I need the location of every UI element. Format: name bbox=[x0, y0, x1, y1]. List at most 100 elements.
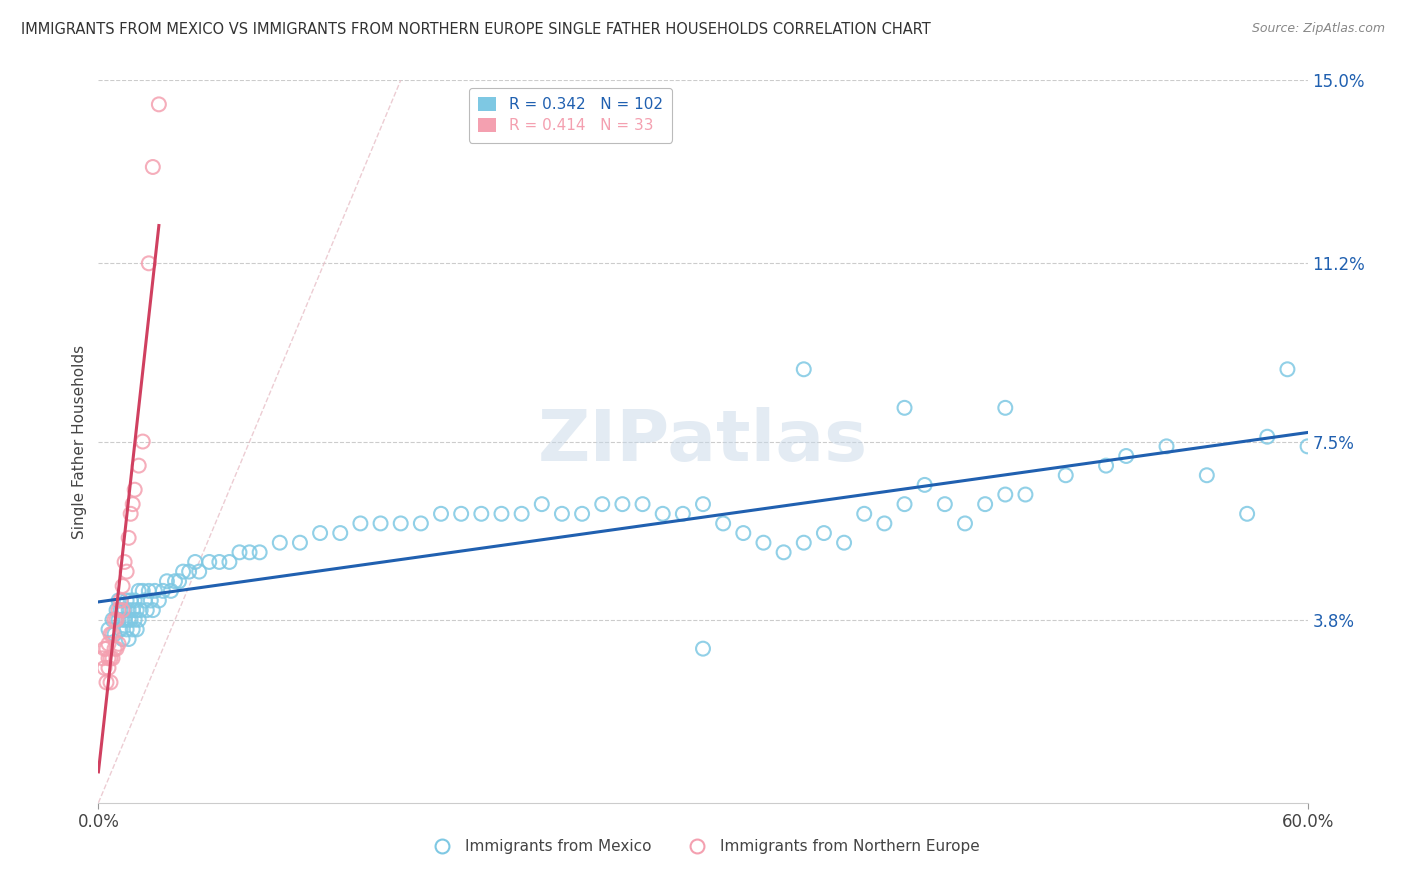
Point bbox=[239, 545, 262, 559]
Point bbox=[430, 507, 453, 521]
Point bbox=[124, 613, 146, 627]
Point bbox=[752, 535, 775, 549]
Point bbox=[994, 487, 1017, 501]
Point bbox=[107, 613, 129, 627]
Point bbox=[530, 497, 553, 511]
Point bbox=[651, 507, 673, 521]
Point bbox=[124, 483, 146, 497]
Point bbox=[114, 613, 136, 627]
Point bbox=[125, 603, 148, 617]
Point bbox=[142, 160, 165, 174]
Point bbox=[269, 535, 291, 549]
Point bbox=[111, 579, 134, 593]
Point bbox=[793, 535, 815, 549]
Point bbox=[470, 507, 492, 521]
Point bbox=[111, 603, 134, 617]
Point bbox=[672, 507, 695, 521]
Point bbox=[160, 583, 183, 598]
Point bbox=[591, 497, 613, 511]
Point bbox=[733, 526, 755, 541]
Point bbox=[1236, 507, 1258, 521]
Point bbox=[125, 623, 148, 637]
Point bbox=[111, 632, 134, 646]
Point bbox=[974, 497, 997, 511]
Point bbox=[249, 545, 271, 559]
Point bbox=[128, 583, 150, 598]
Point bbox=[91, 651, 114, 665]
Point bbox=[101, 651, 124, 665]
Point bbox=[111, 613, 134, 627]
Point bbox=[101, 613, 124, 627]
Point bbox=[118, 632, 141, 646]
Point bbox=[110, 603, 132, 617]
Point bbox=[103, 641, 125, 656]
Point bbox=[105, 603, 128, 617]
Point bbox=[143, 583, 166, 598]
Text: IMMIGRANTS FROM MEXICO VS IMMIGRANTS FROM NORTHERN EUROPE SINGLE FATHER HOUSEHOL: IMMIGRANTS FROM MEXICO VS IMMIGRANTS FRO… bbox=[21, 22, 931, 37]
Point bbox=[179, 565, 201, 579]
Point bbox=[110, 623, 132, 637]
Point bbox=[148, 593, 170, 607]
Point bbox=[450, 507, 472, 521]
Point bbox=[491, 507, 513, 521]
Point bbox=[184, 555, 207, 569]
Point bbox=[711, 516, 734, 531]
Point bbox=[853, 507, 876, 521]
Point bbox=[1277, 362, 1299, 376]
Point bbox=[772, 545, 794, 559]
Point bbox=[914, 478, 936, 492]
Point bbox=[953, 516, 976, 531]
Point bbox=[118, 531, 141, 545]
Point bbox=[692, 497, 714, 511]
Point bbox=[115, 565, 138, 579]
Point bbox=[994, 401, 1017, 415]
Point bbox=[128, 458, 150, 473]
Point bbox=[1156, 439, 1178, 453]
Point bbox=[118, 603, 141, 617]
Point bbox=[107, 593, 129, 607]
Point bbox=[152, 583, 174, 598]
Point bbox=[329, 526, 352, 541]
Point bbox=[93, 661, 115, 675]
Point bbox=[873, 516, 896, 531]
Point bbox=[1014, 487, 1036, 501]
Point bbox=[134, 593, 156, 607]
Point bbox=[103, 613, 125, 627]
Point bbox=[571, 507, 593, 521]
Point bbox=[114, 603, 136, 617]
Point bbox=[101, 627, 124, 641]
Point bbox=[120, 613, 142, 627]
Point bbox=[118, 613, 141, 627]
Point bbox=[1054, 468, 1077, 483]
Point bbox=[97, 661, 120, 675]
Y-axis label: Single Father Households: Single Father Households bbox=[72, 344, 87, 539]
Point bbox=[148, 97, 170, 112]
Point bbox=[163, 574, 186, 589]
Point bbox=[115, 623, 138, 637]
Point bbox=[1195, 468, 1218, 483]
Point bbox=[793, 362, 815, 376]
Point bbox=[120, 593, 142, 607]
Point bbox=[138, 256, 160, 270]
Point bbox=[105, 641, 128, 656]
Point bbox=[208, 555, 231, 569]
Point bbox=[121, 497, 143, 511]
Point bbox=[389, 516, 412, 531]
Point bbox=[121, 623, 143, 637]
Point bbox=[121, 603, 143, 617]
Point bbox=[110, 593, 132, 607]
Point bbox=[631, 497, 654, 511]
Point bbox=[156, 574, 179, 589]
Point bbox=[139, 593, 162, 607]
Point bbox=[103, 627, 125, 641]
Point bbox=[551, 507, 574, 521]
Point bbox=[934, 497, 956, 511]
Point bbox=[288, 535, 311, 549]
Point bbox=[96, 675, 118, 690]
Point bbox=[228, 545, 250, 559]
Point bbox=[893, 401, 915, 415]
Point bbox=[1256, 430, 1278, 444]
Point bbox=[97, 623, 120, 637]
Point bbox=[120, 507, 142, 521]
Point bbox=[107, 637, 129, 651]
